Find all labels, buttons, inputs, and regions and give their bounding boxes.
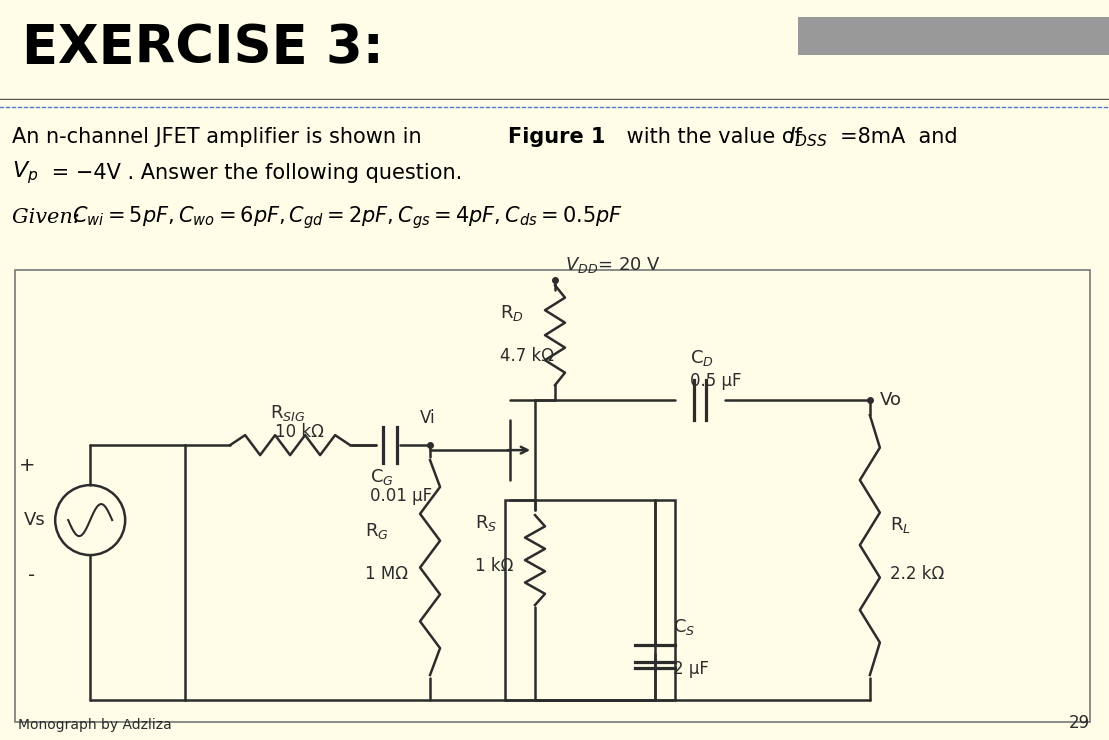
Text: 0.5 μF: 0.5 μF xyxy=(690,372,742,390)
Text: $V_{DD}$= 20 V: $V_{DD}$= 20 V xyxy=(564,255,661,275)
Text: EXERCISE 3:: EXERCISE 3: xyxy=(22,22,384,74)
Text: 29: 29 xyxy=(1069,714,1090,732)
Text: =8mA  and: =8mA and xyxy=(840,127,958,147)
Text: +: + xyxy=(19,456,35,474)
Text: $V_p$: $V_p$ xyxy=(12,160,39,186)
Text: R$_D$: R$_D$ xyxy=(500,303,523,323)
Bar xyxy=(798,17,1109,55)
Text: Vs: Vs xyxy=(23,511,45,529)
Text: C$_D$: C$_D$ xyxy=(690,348,714,368)
Text: R$_L$: R$_L$ xyxy=(889,515,910,535)
Text: 0.01 μF: 0.01 μF xyxy=(370,487,433,505)
Text: with the value of: with the value of xyxy=(620,127,808,147)
Text: 1 MΩ: 1 MΩ xyxy=(365,565,408,582)
Text: $I_{DSS}$: $I_{DSS}$ xyxy=(788,125,827,149)
Text: C$_S$: C$_S$ xyxy=(673,617,695,637)
Text: Figure 1: Figure 1 xyxy=(508,127,606,147)
Text: 2 μF: 2 μF xyxy=(673,660,709,678)
Text: R$_S$: R$_S$ xyxy=(475,513,497,533)
Text: 4.7 kΩ: 4.7 kΩ xyxy=(500,347,554,365)
Text: An n-channel JFET amplifier is shown in: An n-channel JFET amplifier is shown in xyxy=(12,127,428,147)
Text: -: - xyxy=(28,565,35,585)
Text: 10 kΩ: 10 kΩ xyxy=(275,423,324,441)
Text: Given:: Given: xyxy=(12,208,87,226)
Text: = −4V . Answer the following question.: = −4V . Answer the following question. xyxy=(45,163,462,183)
Bar xyxy=(505,500,675,700)
Text: C$_G$: C$_G$ xyxy=(370,467,394,487)
Text: 1 kΩ: 1 kΩ xyxy=(475,557,513,575)
Text: Vi: Vi xyxy=(420,409,436,427)
Text: Vo: Vo xyxy=(879,391,902,409)
Text: 2.2 kΩ: 2.2 kΩ xyxy=(889,565,944,583)
Text: R$_{SIG}$: R$_{SIG}$ xyxy=(271,403,306,423)
Text: R$_G$: R$_G$ xyxy=(365,520,389,541)
Text: $C_{wi}=5pF,C_{wo}=6pF,C_{gd}=2pF,C_{gs}=4pF,C_{ds}=0.5pF$: $C_{wi}=5pF,C_{wo}=6pF,C_{gd}=2pF,C_{gs}… xyxy=(72,204,623,231)
Text: Monograph by Adzliza: Monograph by Adzliza xyxy=(18,718,172,732)
